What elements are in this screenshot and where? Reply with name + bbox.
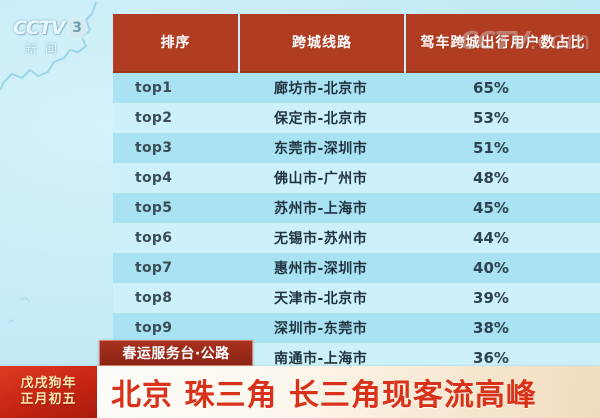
cell-rank: top5 [113,193,260,223]
cell-share: 40% [438,253,600,283]
cell-rank: top8 [113,283,260,313]
cell-route: 惠州市-深圳市 [260,253,438,283]
table-row: top1 廊坊市-北京市 65% [113,73,600,103]
cell-route: 保定市-北京市 [260,103,438,133]
table-row: top4 佛山市-广州市 48% [113,163,600,193]
cell-rank: top3 [113,133,260,163]
cell-share: 44% [438,223,600,253]
table-header-row: 排序 跨城线路 驾车跨城出行用户数占比 [113,14,600,73]
channel-number-badge: 3 [68,18,86,38]
kicker-tag: 春运服务台·公路 [99,340,253,366]
table-row: top6 无锡市-苏州市 44% [113,223,600,253]
table-body: top1 廊坊市-北京市 65% top2 保定市-北京市 53% top3 东… [113,73,600,373]
cell-share: 38% [438,313,600,343]
cell-rank: top6 [113,223,260,253]
table-row: top3 东莞市-深圳市 51% [113,133,600,163]
lunar-year: 戊戌狗年 [20,375,77,391]
cell-route: 天津市-北京市 [260,283,438,313]
cell-route: 廊坊市-北京市 [260,73,438,103]
column-header-rank: 排序 [113,14,240,73]
cell-rank: top7 [113,253,260,283]
cell-rank: top9 [113,313,260,343]
ranking-table: 排序 跨城线路 驾车跨城出行用户数占比 top1 廊坊市-北京市 65% top… [113,14,600,373]
cell-rank: top4 [113,163,260,193]
cell-rank: top2 [113,103,260,133]
cell-share: 53% [438,103,600,133]
table-row: top2 保定市-北京市 53% [113,103,600,133]
column-header-route: 跨城线路 [240,14,406,73]
cell-share: 65% [438,73,600,103]
lunar-date-block: 戊戌狗年 正月初五 [0,366,97,418]
cell-share: 48% [438,163,600,193]
cell-share: 51% [438,133,600,163]
table-row: top7 惠州市-深圳市 40% [113,253,600,283]
cell-route: 深圳市-东莞市 [260,313,438,343]
table-header: 排序 跨城线路 驾车跨城出行用户数占比 [113,14,600,73]
cell-route: 东莞市-深圳市 [260,133,438,163]
channel-logo-row: CCTV 3 [13,17,86,39]
cell-route: 佛山市-广州市 [260,163,438,193]
lower-third-banner: 戊戌狗年 正月初五 北京 珠三角 长三角现客流高峰 [0,366,600,418]
cell-rank: top1 [113,73,260,103]
cell-share: 45% [438,193,600,223]
cell-route: 苏州市-上海市 [260,193,438,223]
channel-logo: CCTV 3 新闻 [13,17,117,61]
table-row: top5 苏州市-上海市 45% [113,193,600,223]
table-row: top8 天津市-北京市 39% [113,283,600,313]
cell-route: 无锡市-苏州市 [260,223,438,253]
headline-text: 北京 珠三角 长三角现客流高峰 [111,378,537,413]
table-row: top9 深圳市-东莞市 38% [113,313,600,343]
lunar-day: 正月初五 [20,391,77,407]
channel-sub-label: 新闻 [25,42,66,56]
cctv-wordmark: CCTV [13,17,66,39]
column-header-share: 驾车跨城出行用户数占比 [406,14,600,73]
map-outline-graphic [0,0,180,360]
cell-share: 39% [438,283,600,313]
